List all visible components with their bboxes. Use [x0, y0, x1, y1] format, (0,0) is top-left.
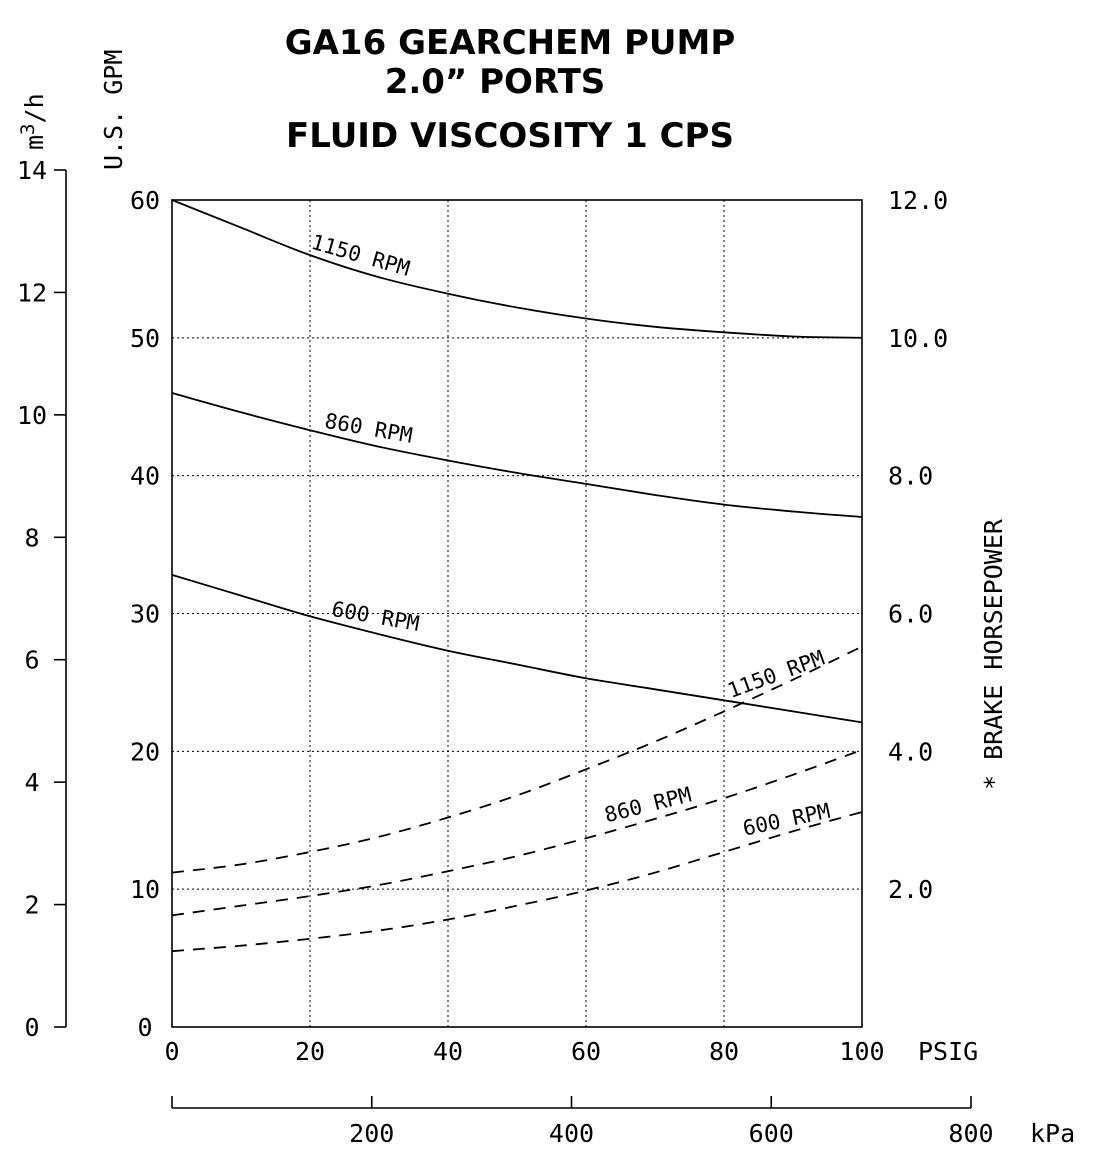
- m3h-tick-label: 10: [17, 401, 47, 430]
- m3h-tick-label: 6: [24, 646, 39, 675]
- chart-title-line-3: FLUID VISCOSITY 1 CPS: [286, 116, 734, 156]
- gpm-tick-label: 60: [130, 186, 160, 215]
- psig-tick-label: 0: [164, 1037, 179, 1066]
- kpa-tick-label: 400: [549, 1119, 594, 1148]
- chart-tick-labels: 0 10 20 30 40 50 60 2.0 4.0 6.0 8.0 10.0 12.0 0 20 40 60…: [130, 186, 948, 1066]
- chart-gridlines: [172, 200, 862, 1027]
- left-m3h-axis-title: m3/h: [17, 93, 49, 150]
- gpm-tick-label: 20: [130, 737, 160, 766]
- plot-frame: [171, 199, 863, 1028]
- hp-tick-label: 2.0: [888, 875, 933, 904]
- psig-tick-label: 20: [295, 1037, 325, 1066]
- x-psig-axis-title: PSIG: [918, 1037, 978, 1066]
- kpa-tick-label: 800: [948, 1119, 993, 1148]
- gpm-tick-label: 50: [130, 324, 160, 353]
- psig-tick-label: 100: [839, 1037, 884, 1066]
- right-hp-axis-title: * BRAKE HORSEPOWER: [979, 518, 1008, 790]
- m3h-unit-exponent: 3: [17, 123, 39, 134]
- gpm-tick-label: 0: [137, 1013, 152, 1042]
- chart-title-line-1: GA16 GEARCHEM PUMP: [285, 23, 736, 63]
- hp-tick-label: 8.0: [888, 462, 933, 491]
- flow-series-label: 600 RPM: [330, 597, 421, 636]
- hp-series-label: 600 RPM: [741, 799, 833, 841]
- kpa-tick-label: 200: [349, 1119, 394, 1148]
- hp-tick-label: 6.0: [888, 600, 933, 629]
- chart-series: [171, 199, 863, 953]
- psig-tick-label: 60: [571, 1037, 601, 1066]
- m3h-unit-per-hour: /h: [20, 93, 49, 123]
- m3h-tick-label: 12: [17, 278, 47, 307]
- flow-series-label: 860 RPM: [323, 409, 414, 448]
- psig-tick-label: 80: [709, 1037, 739, 1066]
- m3h-tick-label: 2: [24, 891, 39, 920]
- m3h-tick-label: 14: [17, 156, 47, 185]
- hp-tick-label: 10.0: [888, 324, 948, 353]
- hp-series-label: 1150 RPM: [724, 646, 827, 703]
- hp-tick-label: 12.0: [888, 186, 948, 215]
- flow-curve-860-rpm: [171, 392, 863, 518]
- kpa-tick-label: 600: [749, 1119, 794, 1148]
- flow-curve-1150-rpm: [171, 199, 863, 339]
- left-gpm-axis-title: U.S. GPM: [99, 50, 128, 170]
- m3h-tick-label: 0: [24, 1013, 39, 1042]
- flow-series-label: 1150 RPM: [309, 230, 413, 281]
- m3h-tick-label: 8: [24, 523, 39, 552]
- gpm-tick-label: 40: [130, 462, 160, 491]
- plot-border: [171, 199, 863, 1028]
- m3h-unit-m: m: [20, 135, 49, 150]
- flow-curve-600-rpm: [171, 574, 863, 724]
- m3h-tick-label: 4: [24, 768, 39, 797]
- x-kpa-axis-title: kPa: [1030, 1119, 1075, 1148]
- gpm-tick-label: 30: [130, 600, 160, 629]
- gpm-tick-label: 10: [130, 875, 160, 904]
- hp-tick-label: 4.0: [888, 737, 933, 766]
- psig-tick-label: 40: [433, 1037, 463, 1066]
- chart-title-line-2: 2.0” PORTS: [385, 62, 606, 102]
